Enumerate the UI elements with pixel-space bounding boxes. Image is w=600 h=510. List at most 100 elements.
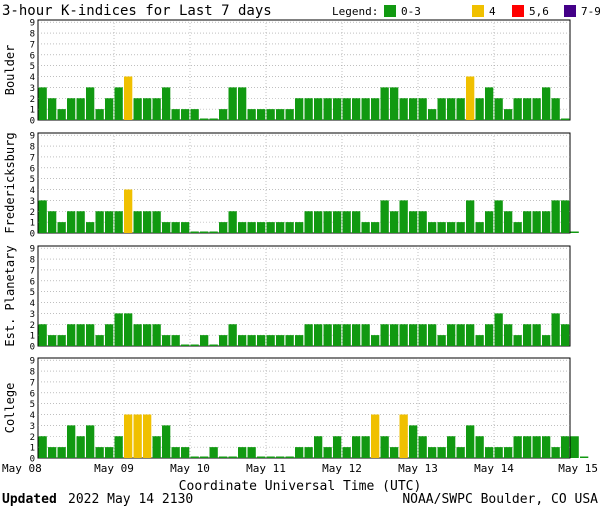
k-bar (95, 335, 104, 346)
k-bar (181, 447, 190, 458)
k-bar (390, 211, 399, 233)
k-bar (38, 324, 47, 346)
k-bar (257, 456, 266, 458)
k-bar (342, 98, 351, 120)
k-bar (143, 98, 152, 120)
k-bar (314, 436, 323, 458)
k-bar (266, 109, 275, 120)
k-bar (238, 87, 247, 120)
k-bar (266, 456, 275, 458)
k-bar (162, 222, 171, 233)
k-bar (266, 335, 275, 346)
k-bar (475, 335, 484, 346)
y-tick-label: 6 (30, 277, 35, 287)
legend-title: Legend: (332, 5, 378, 18)
k-bar (76, 436, 85, 458)
k-bar (67, 211, 76, 233)
k-bar (437, 447, 446, 458)
x-tick-label: May 11 (246, 462, 286, 475)
k-bar (57, 109, 66, 120)
legend: Legend: 0-3 4 5,6 7-9 (332, 5, 600, 18)
k-bar (409, 98, 418, 120)
k-bar (304, 98, 313, 120)
k-bar (152, 324, 161, 346)
k-bar (86, 425, 95, 458)
k-bar (181, 222, 190, 233)
k-bar (466, 200, 475, 233)
k-bar (304, 324, 313, 346)
k-bar (124, 189, 133, 233)
k-bar (323, 447, 332, 458)
k-bar (143, 211, 152, 233)
k-bar (371, 414, 380, 458)
k-bar (390, 447, 399, 458)
k-bar (48, 335, 57, 346)
k-bar (219, 109, 228, 120)
k-bar (57, 447, 66, 458)
k-bar (475, 436, 484, 458)
k-bar (323, 98, 332, 120)
k-bar (304, 447, 313, 458)
k-bar (95, 109, 104, 120)
k-bar (276, 109, 285, 120)
k-bar (409, 211, 418, 233)
k-bar (418, 436, 427, 458)
k-bar (551, 447, 560, 458)
k-bar (466, 76, 475, 120)
k-bar (494, 98, 503, 120)
k-bar (399, 324, 408, 346)
k-bar (209, 447, 218, 458)
k-bar (513, 222, 522, 233)
k-bar (295, 98, 304, 120)
k-bar (124, 313, 133, 346)
k-bar (95, 211, 104, 233)
k-bar (409, 425, 418, 458)
k-bar (352, 324, 361, 346)
k-bar (532, 98, 541, 120)
source-credit: NOAA/SWPC Boulder, CO USA (402, 492, 598, 507)
k-bar (133, 324, 142, 346)
k-bar (76, 211, 85, 233)
k-bar (247, 109, 256, 120)
y-tick-label: 2 (30, 95, 35, 105)
panels: 0123456789Boulder0123456789Fredericksbur… (3, 19, 589, 465)
k-bar (38, 87, 47, 120)
k-bar (314, 98, 323, 120)
k-bar (200, 456, 209, 458)
legend-label-2: 5,6 (529, 5, 549, 18)
y-tick-label: 8 (30, 368, 35, 378)
k-bar (285, 222, 294, 233)
x-tick-label: May 12 (322, 462, 362, 475)
k-bar (247, 447, 256, 458)
x-tick-label: May 08 (2, 462, 42, 475)
k-bar (532, 324, 541, 346)
k-bar (361, 324, 370, 346)
k-bar (152, 211, 161, 233)
y-tick-label: 3 (30, 422, 35, 432)
k-bar (485, 87, 494, 120)
k-bar (361, 222, 370, 233)
k-bar (285, 109, 294, 120)
k-bar (304, 211, 313, 233)
y-tick-label: 8 (30, 30, 35, 40)
k-bar (152, 98, 161, 120)
k-bar (48, 211, 57, 233)
y-tick-label: 4 (30, 299, 35, 309)
k-bar (314, 211, 323, 233)
k-bar (190, 231, 199, 233)
k-bar (542, 436, 551, 458)
k-bar (143, 324, 152, 346)
k-bar (323, 211, 332, 233)
k-bar (257, 222, 266, 233)
y-tick-label: 5 (30, 288, 35, 298)
k-bar (219, 456, 228, 458)
k-bar (200, 335, 209, 346)
k-bar (475, 98, 484, 120)
legend-swatch-1 (472, 5, 484, 17)
k-bar (380, 87, 389, 120)
k-bar (447, 436, 456, 458)
k-bar (542, 211, 551, 233)
k-bar (219, 222, 228, 233)
k-bar (276, 456, 285, 458)
k-bar (295, 335, 304, 346)
